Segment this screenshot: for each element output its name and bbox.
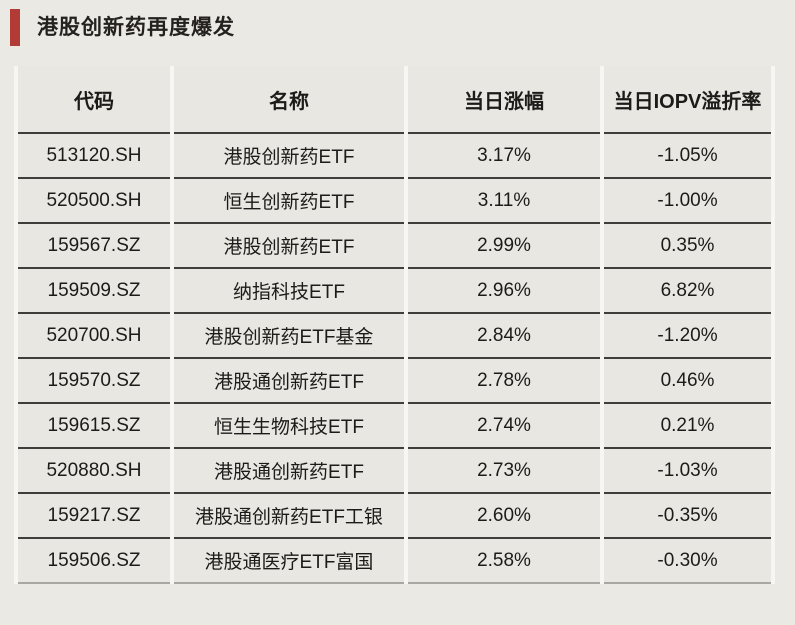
cell-iopv-premium: 6.82% [604, 269, 771, 314]
table-row: 159570.SZ 港股通创新药ETF 2.78% 0.46% [18, 359, 771, 404]
cell-name: 港股通创新药ETF [174, 449, 404, 494]
header-cell-name: 名称 [174, 66, 404, 134]
cell-iopv-premium: -1.20% [604, 314, 771, 359]
page-title: 港股创新药再度爆发 [37, 15, 235, 39]
cell-code: 513120.SH [18, 134, 170, 179]
cell-name: 港股通创新药ETF工银 [174, 494, 404, 539]
cell-code: 159217.SZ [18, 494, 170, 539]
cell-daily-change: 3.17% [408, 134, 600, 179]
cell-daily-change: 2.99% [408, 224, 600, 269]
title-accent-bar [10, 8, 20, 46]
table-header: 代码 名称 当日涨幅 当日IOPV溢折率 [18, 66, 771, 134]
cell-code: 159615.SZ [18, 404, 170, 449]
table-row: 159509.SZ 纳指科技ETF 2.96% 6.82% [18, 269, 771, 314]
article-canvas: 港股创新药再度爆发 代码 名称 当日涨幅 当日IOPV溢折率 513120.SH… [0, 0, 795, 584]
cell-iopv-premium: -0.35% [604, 494, 771, 539]
table-row: 520880.SH 港股通创新药ETF 2.73% -1.03% [18, 449, 771, 494]
cell-daily-change: 2.84% [408, 314, 600, 359]
cell-iopv-premium: 0.21% [604, 404, 771, 449]
cell-iopv-premium: -1.05% [604, 134, 771, 179]
cell-name: 恒生生物科技ETF [174, 404, 404, 449]
cell-code: 159570.SZ [18, 359, 170, 404]
table-row: 513120.SH 港股创新药ETF 3.17% -1.05% [18, 134, 771, 179]
cell-daily-change: 2.58% [408, 539, 600, 584]
table-row: 159615.SZ 恒生生物科技ETF 2.74% 0.21% [18, 404, 771, 449]
table-row: 159506.SZ 港股通医疗ETF富国 2.58% -0.30% [18, 539, 771, 584]
cell-name: 港股创新药ETF [174, 134, 404, 179]
etf-data-table: 代码 名称 当日涨幅 当日IOPV溢折率 513120.SH 港股创新药ETF … [14, 66, 775, 584]
cell-name: 纳指科技ETF [174, 269, 404, 314]
cell-code: 159509.SZ [18, 269, 170, 314]
cell-code: 159506.SZ [18, 539, 170, 584]
cell-code: 520500.SH [18, 179, 170, 224]
cell-daily-change: 2.78% [408, 359, 600, 404]
table-row: 520500.SH 恒生创新药ETF 3.11% -1.00% [18, 179, 771, 224]
cell-code: 520700.SH [18, 314, 170, 359]
cell-iopv-premium: -1.00% [604, 179, 771, 224]
cell-iopv-premium: 0.46% [604, 359, 771, 404]
cell-daily-change: 2.73% [408, 449, 600, 494]
cell-iopv-premium: -1.03% [604, 449, 771, 494]
cell-iopv-premium: 0.35% [604, 224, 771, 269]
cell-name: 恒生创新药ETF [174, 179, 404, 224]
cell-daily-change: 2.96% [408, 269, 600, 314]
table-row: 159567.SZ 港股创新药ETF 2.99% 0.35% [18, 224, 771, 269]
cell-daily-change: 2.74% [408, 404, 600, 449]
cell-code: 520880.SH [18, 449, 170, 494]
section-title-row: 港股创新药再度爆发 [0, 0, 795, 46]
cell-code: 159567.SZ [18, 224, 170, 269]
cell-daily-change: 3.11% [408, 179, 600, 224]
cell-iopv-premium: -0.30% [604, 539, 771, 584]
header-cell-daily-change: 当日涨幅 [408, 66, 600, 134]
header-cell-iopv-premium: 当日IOPV溢折率 [604, 66, 771, 134]
cell-daily-change: 2.60% [408, 494, 600, 539]
table-row: 520700.SH 港股创新药ETF基金 2.84% -1.20% [18, 314, 771, 359]
header-row: 代码 名称 当日涨幅 当日IOPV溢折率 [18, 66, 771, 134]
cell-name: 港股通创新药ETF [174, 359, 404, 404]
cell-name: 港股创新药ETF基金 [174, 314, 404, 359]
table-body: 513120.SH 港股创新药ETF 3.17% -1.05% 520500.S… [18, 134, 771, 584]
table-row: 159217.SZ 港股通创新药ETF工银 2.60% -0.35% [18, 494, 771, 539]
cell-name: 港股通医疗ETF富国 [174, 539, 404, 584]
header-cell-code: 代码 [18, 66, 170, 134]
cell-name: 港股创新药ETF [174, 224, 404, 269]
